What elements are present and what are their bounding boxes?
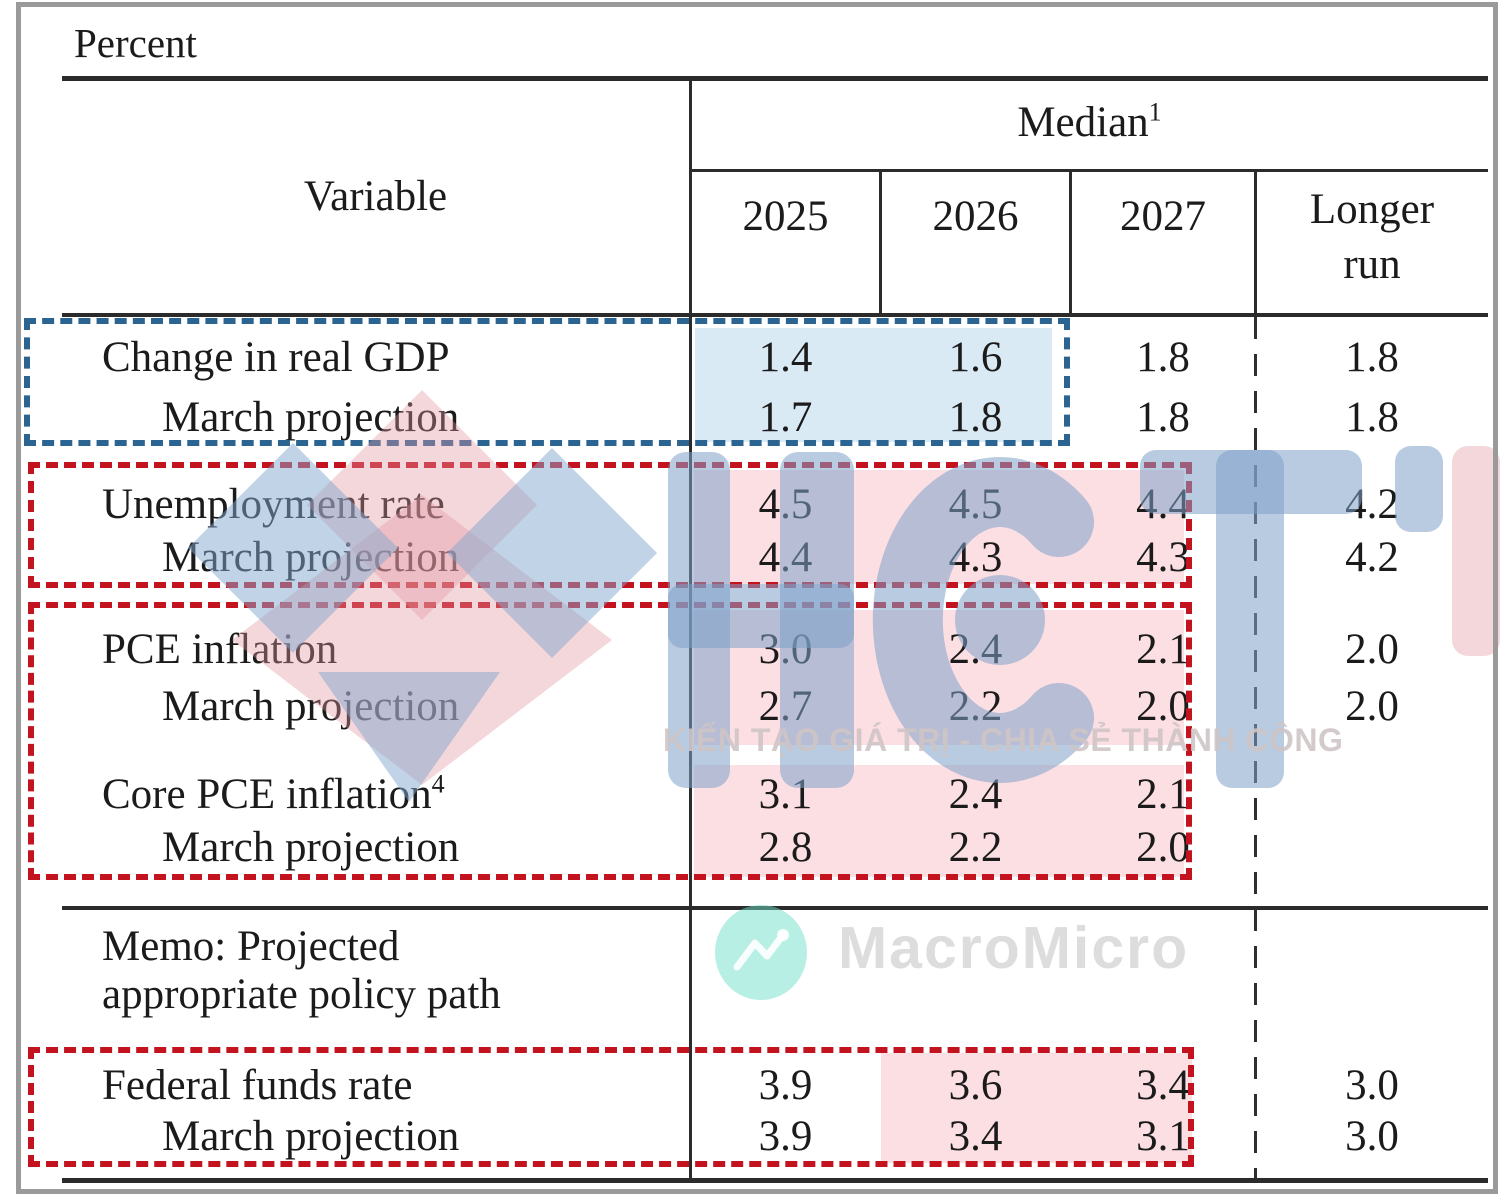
cell-value: 3.9 [758,1062,813,1109]
cell-value: 3.0 [1345,1062,1399,1109]
gdp-blue-highlight [695,328,1052,442]
row-label: March projection [162,1108,459,1166]
divider-2025-2026 [879,172,882,313]
cell-value: 2.0 [1136,683,1190,730]
cell-value: 3.9 [758,1113,813,1160]
year-header-2026: 2026 [932,193,1019,240]
variable-header: Variable [303,173,448,220]
row-label-text: March projection [162,394,460,441]
header-bottom-rule [62,313,1488,317]
memo-top-rule [62,906,1488,910]
year-header-2027: 2027 [1120,193,1206,240]
divider-2027-longer-run [1254,172,1257,313]
cell-value [1256,766,1488,824]
top-rule [62,76,1488,81]
longer-run-header: Longer run [1256,182,1488,292]
core-pce-pink-highlight [694,765,1184,877]
percent-label: Percent [74,20,197,66]
row-label-text: March projection [162,824,460,871]
row-label-text: Change in real GDP [102,334,450,381]
fed-funds-pink-highlight [881,1053,1192,1163]
cell-value: 1.8 [948,394,1003,441]
cell-value: 4.3 [1136,534,1190,581]
median-header-text: Median [1017,99,1149,146]
macromicro-chart-line-icon [733,929,789,971]
cell-value: 2.1 [1136,771,1190,818]
cell-value: 2.2 [948,824,1003,871]
cell-value: 1.8 [1136,334,1190,381]
row-label: Change in real GDP [102,329,450,387]
cell-value: 2.0 [1136,824,1190,871]
cell-value: 2.0 [1345,626,1399,673]
cell-value: 1.4 [758,334,813,381]
fed-funds-dashed-box [28,1047,1194,1167]
cell-value: 1.8 [1136,394,1190,441]
cell-value [1256,819,1488,877]
cell-value: 3.4 [1136,1062,1190,1109]
row-label-text: March projection [162,1113,460,1160]
cell-value: 3.0 [1345,1113,1399,1160]
median-header: Median1 [691,94,1488,152]
cell-value: 4.2 [1345,481,1399,528]
median-footnote: 1 [1148,97,1162,127]
cell-value: 3.6 [948,1062,1003,1109]
memo-line-2: appropriate policy path [102,971,501,1018]
longer-run-line1: Longer [1309,186,1435,233]
median-underline-rule [691,169,1488,172]
cell-value: 1.6 [948,334,1003,381]
row-label: Federal funds rate [102,1057,412,1115]
macromicro-logo-icon [715,905,807,1000]
cell-value: 2.0 [1345,683,1399,730]
row-label: March projection [162,819,459,877]
memo-line-1: Memo: Projected [102,923,400,970]
cell-value: 1.8 [1345,334,1399,381]
unemployment-dashed-box [28,462,1192,588]
gdp-dashed-box [24,318,1070,446]
cell-value: 1.8 [1345,394,1399,441]
cell-value: 3.1 [1136,1113,1190,1160]
macromicro-wordmark: MacroMicro [838,915,1190,981]
cell-value: 2.1 [1136,626,1190,673]
cell-value: 3.4 [948,1113,1003,1160]
longer-run-line2: run [1343,241,1401,288]
macromicro-watermark: MacroMicro [712,900,1272,1010]
year-header-2025: 2025 [742,193,829,240]
cell-value: 1.7 [758,394,813,441]
row-label: March projection [162,389,459,447]
cell-value: 4.2 [1345,534,1399,581]
cell-value: 2.8 [758,824,813,871]
inflation-dashed-box [28,602,1192,880]
divider-2026-2027 [1069,172,1072,313]
row-label-text: Federal funds rate [102,1062,413,1109]
table-bottom-rule [62,1178,1488,1183]
